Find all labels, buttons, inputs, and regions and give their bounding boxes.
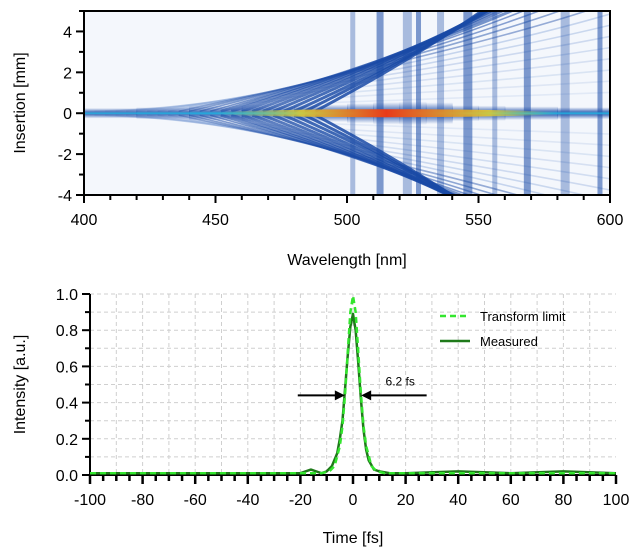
x-tick-label: 500 (334, 212, 361, 229)
x-tick-label: 400 (71, 212, 98, 229)
y-tick-label: 0.6 (56, 359, 78, 376)
fringe-lower (125, 114, 610, 169)
fringe-upper (262, 11, 492, 113)
fringe-upper (230, 11, 506, 113)
fringe-lower (168, 114, 549, 195)
x-tick-label: 100 (603, 492, 630, 509)
fringe-upper (220, 11, 515, 113)
y-tick-label: 0.4 (56, 396, 78, 413)
band-segment (136, 107, 190, 120)
heatmap-central-band (84, 101, 610, 125)
fringe-lower (283, 113, 454, 195)
fringe-lower (189, 114, 499, 195)
x-tick-label: 450 (202, 212, 229, 229)
x-tick-label: 80 (555, 492, 573, 509)
fringe-vertical (492, 11, 498, 195)
line-chart-y-ticks: 0.0 0.2 0.4 0.6 0.8 1.0 (56, 287, 90, 485)
fringe-lower (230, 113, 459, 195)
fringe-vertical (523, 11, 531, 195)
y-tick-label: 1.0 (56, 287, 78, 304)
y-tick-label: 0 (63, 106, 72, 123)
fringe-vertical (463, 11, 473, 195)
x-tick-label: -80 (131, 492, 154, 509)
fringe-lower (251, 113, 453, 195)
y-tick-label: 0.8 (56, 323, 78, 340)
fringe-lower (115, 114, 610, 158)
fringe-upper (125, 58, 610, 113)
y-tick-label: -2 (58, 147, 72, 164)
band-hotspot (215, 109, 558, 118)
x-tick-label: 600 (597, 212, 624, 229)
y-tick-label: 2 (63, 65, 72, 82)
heatmap-background (84, 11, 610, 195)
heatmap-x-axis-label: Wavelength [nm] (287, 252, 406, 269)
fringe-upper (251, 11, 495, 113)
fringe-lower (272, 113, 452, 195)
transform-limit-line (90, 294, 616, 475)
x-tick-label: -40 (236, 492, 259, 509)
legend-label-transform-limit: Transform limit (480, 309, 566, 324)
fringe-upper (283, 11, 490, 113)
x-tick-label: 20 (397, 492, 415, 509)
line-chart-panel: -100 -80 -60 -40 -20 0 20 40 60 80 100 0.00.20.40.… (12, 287, 629, 547)
fringe-lower (314, 113, 455, 195)
fringe-upper (314, 11, 485, 113)
right-arrow-head (361, 390, 372, 401)
line-chart-y-axis-label: Intensity [a.u.] (12, 335, 29, 435)
left-arrow-head (334, 390, 345, 401)
fringe-upper (293, 11, 490, 113)
fringe-lower (241, 113, 455, 195)
fringe-upper (136, 46, 610, 113)
fringe-lower (262, 113, 452, 195)
legend-label-measured: Measured (480, 334, 538, 349)
fringe-lower (220, 113, 465, 195)
line-chart-x-ticks: -100 -80 -60 -40 -20 0 20 40 60 80 100 (74, 475, 629, 509)
pulse-width-annotation: 6.2 fs (297, 374, 427, 401)
band-segment (557, 107, 610, 120)
fringe-lower (293, 113, 456, 195)
y-tick-label: 0.0 (56, 468, 78, 485)
heatmap-x-ticks: 400 450 500 550 600 (71, 195, 624, 229)
fringe-upper (199, 11, 542, 112)
fringe-upper (157, 24, 610, 113)
x-tick-label: -20 (289, 492, 312, 509)
line-chart-series (90, 294, 617, 475)
fringe-upper (189, 11, 562, 113)
fringe-lower (136, 114, 610, 180)
x-tick-label: -60 (184, 492, 207, 509)
heatmap-y-axis-label: Insertion [mm] (12, 52, 29, 153)
fringe-lower (157, 114, 587, 195)
measured-line (90, 312, 617, 475)
x-tick-label: 40 (449, 492, 467, 509)
line-chart-legend: Transform limit Measured (440, 309, 566, 349)
fringe-upper (272, 11, 490, 113)
fringe-upper (115, 69, 610, 113)
pulse-width-label: 6.2 fs (386, 374, 415, 388)
y-tick-label: 4 (63, 24, 72, 41)
fringe-lower (178, 114, 521, 195)
heatmap-y-ticks: -4 -2 0 2 4 (58, 10, 84, 205)
x-tick-label: -100 (74, 492, 106, 509)
fringe-lower (199, 114, 483, 195)
fringe-upper (168, 13, 610, 113)
x-tick-label: 0 (349, 492, 358, 509)
band-segment (84, 108, 138, 119)
line-chart-x-axis-label: Time [fs] (323, 530, 384, 547)
line-chart-grid (90, 293, 616, 475)
fringe-vertical (597, 11, 603, 195)
fringe-vertical (350, 11, 356, 195)
fringe-upper (178, 11, 589, 113)
fringe-upper (241, 11, 499, 113)
x-tick-label: 60 (502, 492, 520, 509)
y-tick-label: -4 (58, 188, 72, 205)
x-tick-label: 550 (465, 212, 492, 229)
y-tick-label: 0.2 (56, 432, 78, 449)
fringe-vertical (560, 11, 570, 195)
